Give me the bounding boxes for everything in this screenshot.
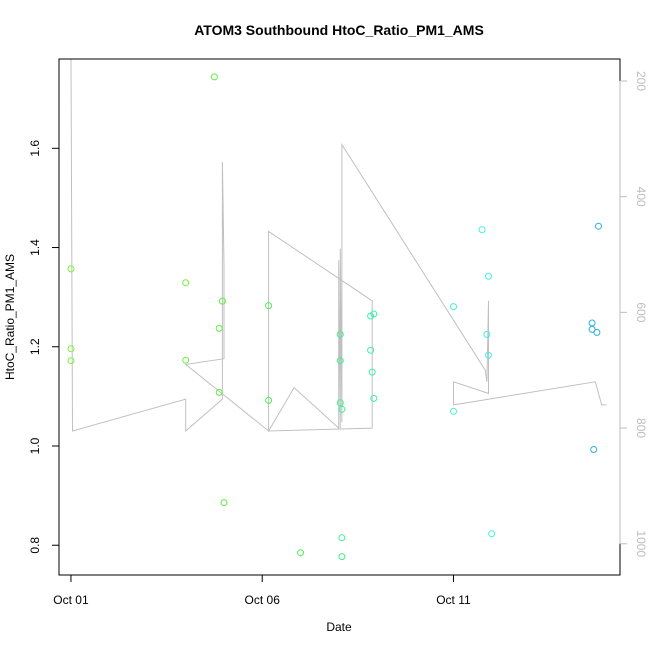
- data-point: [338, 405, 346, 413]
- x-tick-label: Oct 01: [53, 593, 89, 607]
- y-axis: 0.8 1.0 1.2 1.4 1.6: [28, 140, 59, 554]
- data-point: [485, 272, 492, 280]
- data-point: [215, 388, 223, 396]
- chart-title: ATOM3 Southbound HtoC_Ratio_PM1_AMS: [194, 22, 484, 38]
- y2-line-path: [70, 58, 607, 433]
- data-point: [590, 446, 598, 453]
- data-point: [182, 356, 190, 364]
- data-point: [368, 368, 376, 376]
- data-point: [450, 303, 457, 311]
- y-tick-label: 1.0: [28, 437, 42, 454]
- x-axis: Oct 01 Oct 06 Oct 11: [53, 574, 471, 607]
- data-point: [370, 394, 378, 402]
- data-point: [67, 357, 75, 365]
- data-points: [67, 73, 602, 561]
- data-point: [336, 357, 344, 365]
- y2-tick-label: 400: [634, 187, 648, 207]
- y2-series-line: [70, 58, 607, 433]
- data-point: [220, 499, 228, 507]
- y-tick-label: 0.8: [28, 537, 42, 554]
- data-point: [370, 310, 378, 318]
- data-point: [67, 265, 75, 273]
- data-point: [265, 302, 273, 310]
- data-point: [593, 328, 601, 336]
- data-point: [595, 222, 602, 230]
- data-point: [297, 549, 304, 557]
- data-point: [338, 553, 346, 561]
- data-point: [483, 330, 491, 338]
- data-point: [182, 279, 190, 287]
- data-point: [210, 73, 218, 81]
- data-point: [336, 399, 344, 407]
- data-point: [215, 324, 223, 332]
- y-axis-label: HtoC_Ratio_PM1_AMS: [3, 254, 17, 380]
- y2-tick-label: 1000: [634, 530, 648, 557]
- y2-tick-label: 600: [634, 302, 648, 322]
- y-tick-label: 1.2: [28, 338, 42, 355]
- data-point: [367, 346, 375, 354]
- data-point: [218, 297, 226, 305]
- data-point: [336, 330, 344, 338]
- data-point: [265, 396, 273, 404]
- data-point: [450, 407, 457, 415]
- x-tick-label: Oct 11: [436, 593, 471, 607]
- data-point: [488, 530, 496, 538]
- x-tick-label: Oct 06: [245, 593, 281, 607]
- data-point: [588, 319, 596, 327]
- y-tick-label: 1.4: [28, 239, 42, 256]
- x-axis-label: Date: [326, 620, 352, 634]
- data-point: [485, 351, 492, 359]
- y-tick-label: 1.6: [28, 140, 42, 157]
- data-point: [338, 534, 346, 542]
- data-point: [67, 345, 75, 353]
- y2-tick-label: 800: [634, 418, 648, 438]
- y2-axis: 200 400 600 800 1000: [619, 71, 648, 557]
- data-point: [478, 226, 486, 234]
- y2-tick-label: 200: [634, 71, 648, 91]
